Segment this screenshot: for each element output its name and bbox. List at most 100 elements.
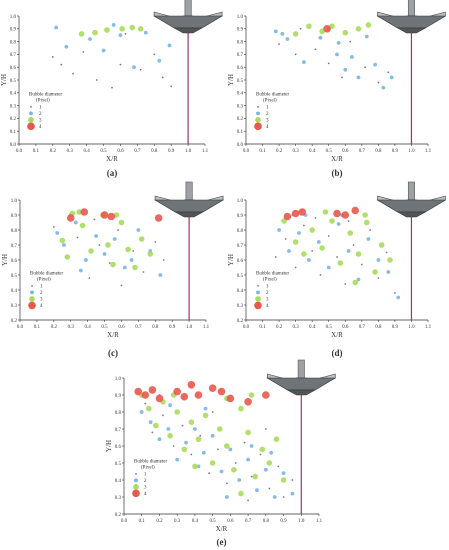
bubble-point-size-4 xyxy=(323,25,331,33)
x-tick-label: 0.7 xyxy=(359,325,366,330)
bubble-point-size-2 xyxy=(203,406,208,411)
bubble-point-size-4 xyxy=(154,214,163,222)
bubble-point-size-3 xyxy=(337,260,344,266)
bubble-point-size-4 xyxy=(283,212,292,221)
bubble-point-size-4 xyxy=(194,391,203,399)
y-tick-label: 0.3 xyxy=(237,304,244,309)
y-tick-label: 0.8 xyxy=(10,40,17,45)
legend-marker-size-2 xyxy=(29,111,33,116)
legend-marker-size-3 xyxy=(255,117,261,123)
y-tick-label: 0.5 xyxy=(237,79,244,84)
bubble-point-size-4 xyxy=(291,209,300,218)
x-tick-label: 1.0 xyxy=(298,519,305,524)
panel-label: (c) xyxy=(108,348,118,358)
bubble-point-size-4 xyxy=(262,391,270,399)
bubble-point-size-4 xyxy=(80,208,89,216)
bubble-point-size-2 xyxy=(157,58,162,63)
bubble-point-size-3 xyxy=(273,436,280,443)
bubble-point-size-2 xyxy=(346,249,351,253)
x-tick-label: 1.1 xyxy=(203,325,210,330)
legend-title: Bubble diameter xyxy=(30,271,64,276)
legend-marker-size-2 xyxy=(256,290,260,295)
x-tick-label: 0.5 xyxy=(210,519,217,524)
bubble-point-size-1 xyxy=(264,428,267,430)
bubble-point-size-1 xyxy=(139,68,142,71)
x-tick-label: 0.2 xyxy=(51,325,58,330)
bubble-point-size-1 xyxy=(144,402,147,405)
bubble-point-size-3 xyxy=(231,467,237,473)
legend-marker-size-2 xyxy=(134,478,138,483)
bubble-point-size-1 xyxy=(394,292,396,294)
y-tick-label: 0.6 xyxy=(237,259,244,264)
legend-label: 2 xyxy=(266,112,269,117)
bubble-point-size-3 xyxy=(181,446,188,453)
bubble-point-size-1 xyxy=(170,85,173,88)
bubble-point-size-1 xyxy=(217,448,219,451)
bubble-point-size-3 xyxy=(119,26,125,32)
y-tick-label: 0.3 xyxy=(237,104,244,109)
bubble-point-size-2 xyxy=(326,265,331,270)
bubble-point-size-2 xyxy=(55,231,60,235)
bubble-point-size-2 xyxy=(143,30,148,35)
bubble-point-size-1 xyxy=(311,250,314,252)
y-tick-label: 0.9 xyxy=(115,394,122,399)
impeller-disc xyxy=(376,199,447,213)
bubble-point-size-1 xyxy=(95,79,98,81)
legend-title-unit: (Pixel) xyxy=(263,98,277,103)
bubble-point-size-2 xyxy=(132,65,136,70)
panel-label: (b) xyxy=(332,168,343,178)
bubble-point-size-1 xyxy=(377,81,380,84)
bubble-point-size-3 xyxy=(195,436,202,443)
bubble-point-size-1 xyxy=(314,217,317,219)
x-tick-label: 0.0 xyxy=(17,325,24,330)
x-tick-label: 0.5 xyxy=(100,149,107,154)
bubble-point-size-1 xyxy=(208,472,210,475)
legend-marker-size-1 xyxy=(31,285,33,287)
x-tick-label: 1.1 xyxy=(316,519,323,524)
x-tick-label: 0.1 xyxy=(33,149,40,154)
y-axis-label: Y/H xyxy=(227,74,235,86)
impeller-bottom xyxy=(286,389,317,396)
bubble-point-size-3 xyxy=(245,429,251,436)
impeller-shaft xyxy=(407,181,415,201)
bubble-point-size-3 xyxy=(137,26,144,32)
legend-title-unit: (Pixel) xyxy=(37,277,51,282)
bubble-point-size-3 xyxy=(209,460,216,466)
x-tick-label: 1.0 xyxy=(185,149,192,154)
x-tick-label: 0.0 xyxy=(121,519,128,524)
legend-label: 1 xyxy=(39,105,42,110)
y-tick-label: 0.6 xyxy=(237,66,244,71)
x-tick-label: 0.6 xyxy=(117,149,124,154)
bubble-point-size-1 xyxy=(250,475,253,478)
legend-label: 4 xyxy=(39,125,42,130)
legend-title-unit: (Pixel) xyxy=(263,277,277,282)
bubble-point-size-2 xyxy=(88,37,92,41)
bubble-point-size-2 xyxy=(290,491,295,496)
x-tick-label: 0.1 xyxy=(139,519,146,524)
impeller-shaft xyxy=(407,0,415,17)
panel-c: 0.0 0.1 0.2 0.3 0.4 0.5 0.6 0.7 0.8 0.9 1.0 1.1 0.2 0… xyxy=(1,181,225,358)
y-tick-label: 0.2 xyxy=(115,513,122,518)
bubble-point-size-3 xyxy=(118,219,125,226)
legend-title: Bubble diameter xyxy=(256,92,290,97)
x-tick-label: 0.3 xyxy=(68,325,75,330)
x-tick-label: 0.4 xyxy=(192,519,199,524)
legend-label: 4 xyxy=(40,304,43,309)
panel-label: (e) xyxy=(217,537,227,547)
bubble-point-size-1 xyxy=(291,479,294,481)
panel-label: (a) xyxy=(107,168,118,178)
x-axis-label: X/R xyxy=(331,331,343,339)
bubble-point-size-4 xyxy=(107,212,116,221)
bubble-point-size-2 xyxy=(201,450,206,455)
x-tick-label: 0.2 xyxy=(50,149,57,154)
y-tick-label: 0.7 xyxy=(115,428,122,433)
x-tick-label: 0.8 xyxy=(152,325,159,330)
legend-marker-size-3 xyxy=(29,296,35,302)
impeller-bottom xyxy=(174,211,205,218)
bubble-point-size-2 xyxy=(376,258,381,262)
y-tick-label: 1.0 xyxy=(11,199,18,204)
bubble-point-size-3 xyxy=(280,477,287,483)
bubble-point-size-2 xyxy=(175,457,180,462)
bubble-point-size-2 xyxy=(281,471,286,476)
